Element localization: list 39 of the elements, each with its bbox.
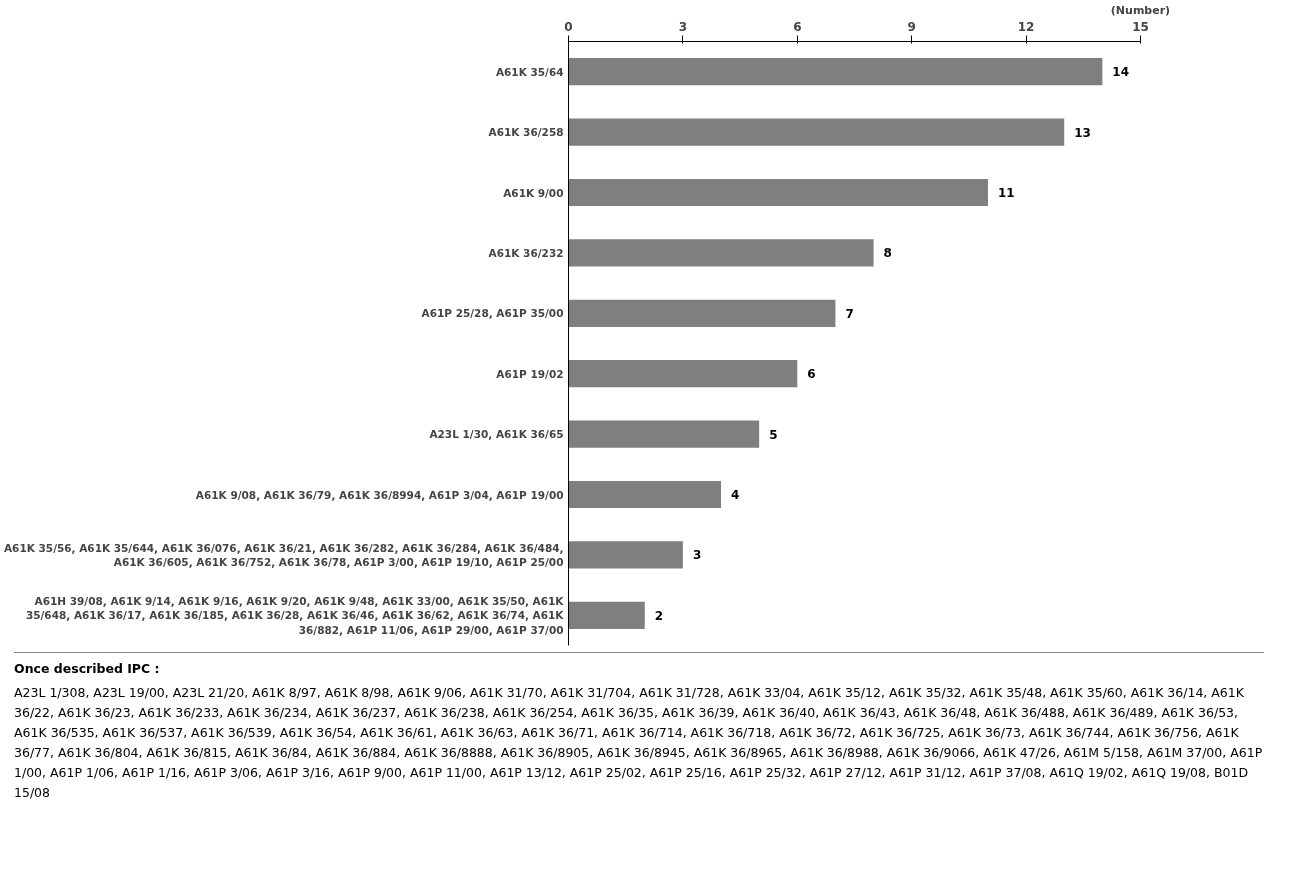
data-label: 3	[692, 548, 702, 563]
data-label: 6	[807, 367, 816, 382]
data-label: 13	[1074, 125, 1091, 140]
text: A23L 1/308, A23L 19/00, A23L 21/20, A61K 8/97, A61K 8/98, A61K 9/06, A61K 31/70, A61K 31/704, A61K 31/728, A61K 33/04, A61K 35/12, A61K 35/32, A61K 35/48, A61K 35/60, A61K 36/14, A61K 36/22, A61K 36/23, A61K 36/233, A61K 36/234, A61K 36/237, A61K 36/238, A61K 36/254, A61K 36/35, A61K 36/39, A61K 36/40, A61K 36/43, A61K 36/48, A61K 36/488, A61K 36/489, A61K 36/53, A61K 36/535, A61K 36/537, A61K 36/539, A61K 36/54, A61K 36/61, A61K 36/63, A61K 36/71, A61K 36/714, A61K 36/718, A61K 36/72, A61K 36/725, A61K 36/73, A61K 36/744, A61K 36/756, A61K 36/77, A61K 36/804, A61K 36/815, A61K 36/84, A61K 36/884, A61K 36/8888, A61K 36/8905, A61K 36/8945, A61K 36/8965, A61K 36/8988, A61K 36/9066, A61K 47/26, A61M 5/158, A61M 37/00, A61P 1/00, A61P 1/06, A61P 1/16, A61P 3/06, A61P 3/16, A61P 9/00, A61P 11/00, A61P 13/12, A61P 25/02, A61P 25/16, A61P 25/32, A61P 27/12, A61P 31/12, A61P 37/08, A61Q 19/02, A61Q 19/08, B01D 15/08	[14, 684, 1264, 802]
bar	[568, 239, 874, 267]
y-tick-label: A61P 19/02	[496, 367, 564, 380]
y-tick-label: A61H 39/08, A61K 9/14, A61K 9/16, A61K 9/20, A61K 9/48, A61K 33/00, A61K 35/50, A61K 35/648, A61K 36/17, A61K 36/185, A61K 36/28, A61K 36/46, A61K 36/62, A61K 36/74, A61K 36/882, A61P 11/06, A61P 29/00, A61P 37/00	[25, 594, 565, 636]
data-label: 4	[731, 488, 740, 502]
y-tick-label: A61P 25/28, A61P 35/00	[421, 307, 564, 320]
bar	[568, 480, 722, 509]
x-tick-label: 0	[564, 19, 573, 34]
x-tick-label: 15	[1132, 19, 1149, 34]
y-tick-label: A61K 9/08, A61K 36/79, A61K 36/8994, A61P 3/04, A61P 19/00	[195, 488, 564, 501]
bar	[568, 58, 1103, 86]
bar	[568, 118, 1065, 146]
x-tick-label: 6	[793, 19, 802, 34]
y-tick-label: A61K 35/64	[495, 65, 564, 78]
bar	[568, 420, 760, 448]
data-label: 5	[769, 427, 778, 442]
bar	[568, 360, 798, 388]
data-label: 8	[883, 246, 892, 261]
data-label: 2	[654, 608, 664, 623]
x-axis-title: (Number)	[1110, 3, 1171, 17]
bar	[568, 541, 683, 569]
x-tick-label: 3	[678, 19, 688, 34]
data-label: 11	[997, 186, 1015, 200]
y-tick-label: A61K 36/232	[488, 246, 564, 259]
data-label: 14	[1112, 65, 1130, 80]
x-tick-label: 12	[1017, 19, 1035, 34]
bar	[568, 178, 988, 207]
bar	[568, 299, 836, 327]
y-tick-label: A23L 1/30, A61K 36/65	[429, 428, 564, 441]
text: Once described IPC :	[14, 652, 1264, 679]
bar	[568, 601, 645, 629]
y-tick-label: A61K 35/56, A61K 35/644, A61K 36/076, A61K 36/21, A61K 36/282, A61K 36/284, A61K 36/484, A61K 36/605, A61K 36/752, A61K 36/78, A61P 3/00, A61P 19/10, A61P 25/00	[4, 541, 564, 569]
x-tick-label: 9	[907, 19, 916, 34]
y-tick-label: A61K 36/258	[488, 126, 564, 139]
data-label: 7	[845, 306, 854, 321]
y-tick-label: A61K 9/00	[503, 186, 564, 199]
